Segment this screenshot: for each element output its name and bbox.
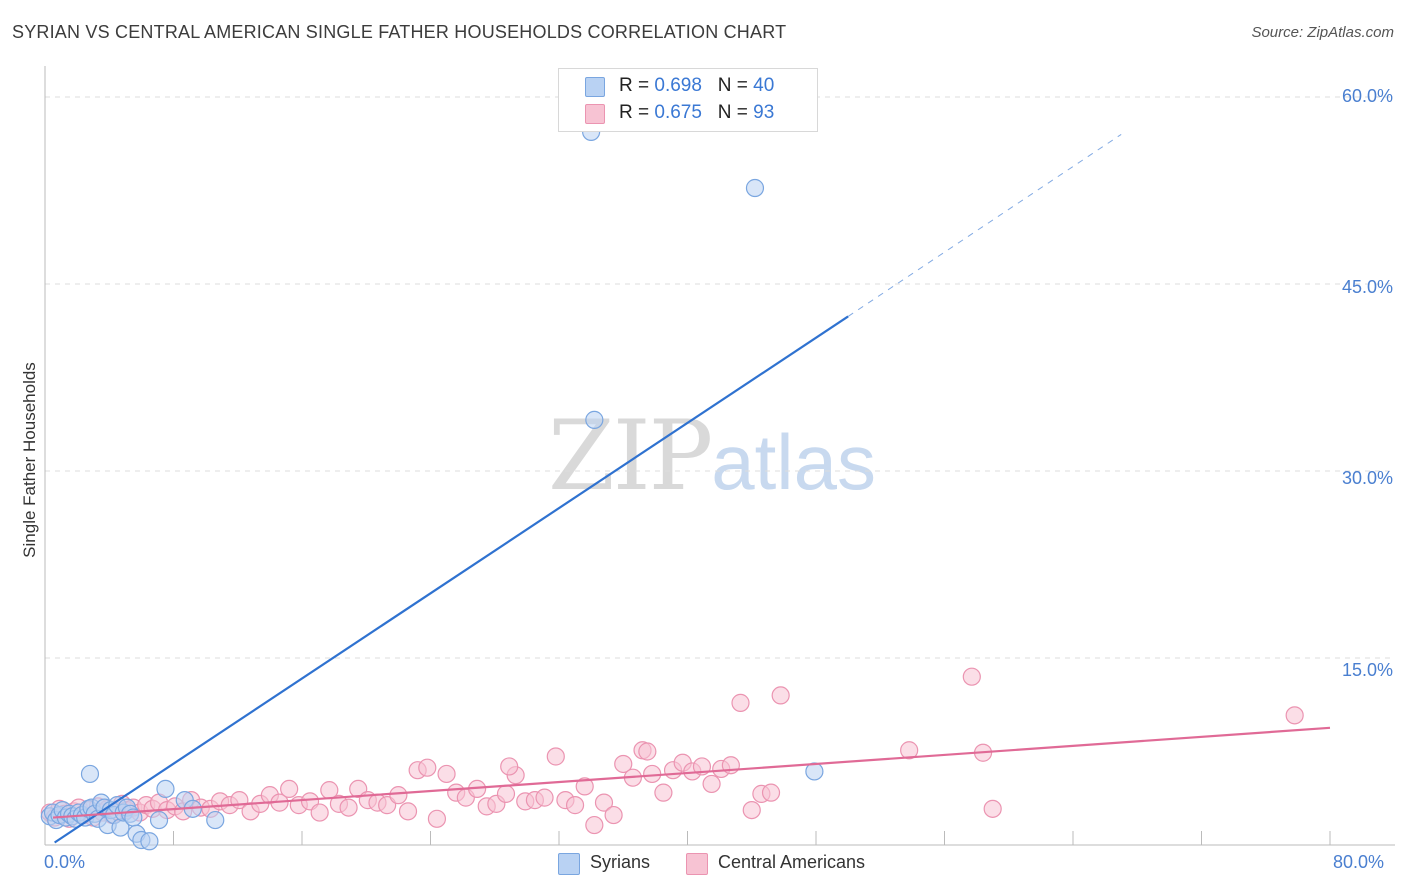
central-americans-legend-label: Central Americans: [718, 852, 866, 872]
legend-row-central-americans: R = 0.675 N = 93: [585, 102, 805, 126]
syrians-swatch: [585, 77, 605, 97]
correlation-legend: R = 0.698 N = 40 R = 0.675 N = 93: [558, 68, 818, 132]
y-tick-30: 30.0%: [1341, 468, 1393, 488]
axes: [44, 66, 1395, 846]
central-americans-swatch: [585, 104, 605, 124]
central-americans-legend-swatch: [686, 853, 708, 875]
r-value: 0.698: [654, 75, 702, 96]
trend-line-central-americans: [52, 726, 1331, 819]
source-label: Source: ZipAtlas.com: [1251, 24, 1394, 41]
watermark-atlas: atlas: [711, 418, 876, 506]
central-american-point: [594, 793, 614, 812]
y-tick-60: 60.0%: [1341, 86, 1393, 106]
y-axis-label-wrap: Single Father Households: [18, 270, 42, 650]
central-american-point: [427, 809, 447, 828]
n-label: N =: [717, 102, 754, 123]
syrian-point: [80, 764, 100, 784]
syrian-point: [745, 178, 765, 198]
central-american-point: [742, 800, 761, 820]
trend-lines: [52, 133, 1331, 844]
legend-text: R = 0.698 N = 40: [619, 75, 774, 97]
central-american-point: [900, 741, 919, 760]
central-american-point: [1285, 706, 1304, 725]
central-american-point: [496, 784, 516, 803]
central-american-point: [418, 758, 437, 777]
r-label: R =: [619, 102, 655, 123]
n-label: N =: [717, 75, 754, 96]
watermark: ZIPatlas: [548, 400, 876, 512]
y-axis-label: Single Father Households: [20, 362, 39, 558]
central-american-point: [761, 783, 781, 802]
central-american-point: [398, 802, 418, 821]
x-tick-right: 80.0%: [1333, 852, 1385, 872]
syrian-point: [585, 410, 604, 429]
syrian-point: [805, 762, 824, 781]
central-american-point: [310, 803, 329, 822]
central-american-point: [500, 757, 519, 776]
x-tick-left: 0.0%: [44, 852, 86, 872]
central-american-point: [575, 777, 594, 796]
trend-extension-syrians: [847, 133, 1122, 317]
n-value: 40: [753, 75, 775, 96]
central-american-point: [983, 799, 1002, 818]
n-value: 93: [753, 102, 775, 123]
central-american-point: [546, 747, 565, 766]
syrian-point: [156, 779, 175, 799]
legend-text: R = 0.675 N = 93: [619, 102, 774, 124]
grid-lines: [45, 96, 1395, 659]
central-american-point: [389, 786, 408, 805]
central-american-point: [638, 742, 657, 761]
central-american-point: [280, 779, 299, 799]
central-american-point: [585, 815, 604, 835]
syrian-point: [140, 832, 159, 851]
chart-title: SYRIAN VS CENTRAL AMERICAN SINGLE FATHER…: [12, 22, 787, 42]
central-american-point: [535, 788, 554, 807]
syrian-point: [206, 810, 225, 830]
central-american-point: [962, 667, 981, 686]
syrians-legend-swatch: [558, 853, 580, 875]
watermark-zip: ZIP: [548, 400, 713, 512]
y-tick-45: 45.0%: [1341, 277, 1393, 297]
y-tick-15: 15.0%: [1341, 660, 1393, 680]
central-american-point: [702, 774, 721, 794]
r-label: R =: [619, 75, 655, 96]
central-american-point: [731, 693, 750, 712]
trend-line-syrians: [54, 315, 849, 844]
syrians-legend-label: Syrians: [590, 852, 651, 872]
central-american-point: [339, 798, 358, 817]
central-american-point: [654, 783, 673, 802]
syrians-points: [40, 122, 824, 851]
central-american-point: [614, 754, 633, 774]
central-american-point: [437, 764, 456, 784]
central-americans-points: [40, 667, 1304, 835]
legend-row-syrians: R = 0.698 N = 40: [585, 75, 805, 99]
r-value: 0.675: [654, 102, 702, 123]
central-american-point: [604, 805, 623, 825]
central-american-point: [771, 686, 790, 705]
central-american-point: [565, 796, 585, 815]
syrian-point: [149, 810, 169, 830]
